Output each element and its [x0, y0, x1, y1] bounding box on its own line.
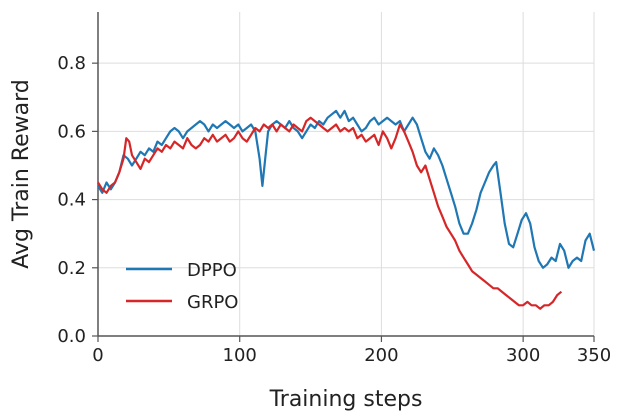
- legend-grpo-label: GRPO: [187, 292, 238, 313]
- series-line-grpo: [97, 116, 563, 310]
- x-tick-label: 0: [92, 345, 103, 366]
- grid-layer: [97, 12, 595, 337]
- x-tick-label: 300: [506, 345, 540, 366]
- y-tick-label: 0.6: [57, 121, 86, 142]
- y-tick-label: 0.0: [57, 326, 86, 347]
- x-axis-label: Training steps: [269, 387, 423, 412]
- x-tick-label: 200: [364, 345, 398, 366]
- y-tick-label: 0.2: [57, 258, 86, 279]
- y-tick-label: 0.4: [57, 190, 86, 211]
- x-tick-label: 350: [577, 345, 611, 366]
- series-line-dppo: [97, 109, 596, 269]
- series-layer: [97, 109, 596, 310]
- x-tick-label: 100: [223, 345, 257, 366]
- legend: DPPO GRPO: [126, 260, 238, 313]
- legend-dppo-label: DPPO: [187, 260, 237, 281]
- y-axis-label: Avg Train Reward: [9, 79, 34, 268]
- axes-layer: [97, 12, 594, 337]
- tick-layer: 0 100 200 300 350 0.0 0.2 0.4 0.6 0.8: [57, 53, 611, 366]
- y-tick-label: 0.8: [57, 53, 86, 74]
